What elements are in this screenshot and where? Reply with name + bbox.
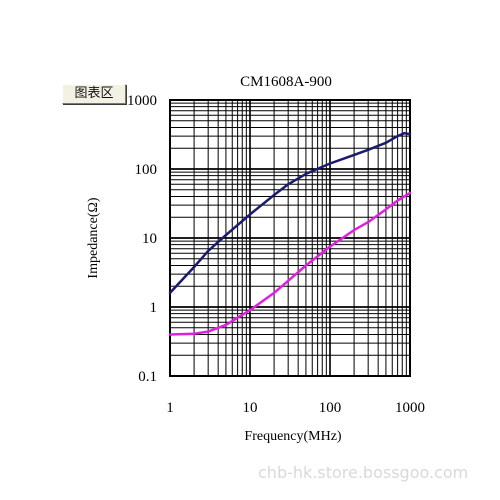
x-tick-label: 1 — [166, 400, 174, 416]
y-tick-label: 1 — [150, 300, 158, 316]
x-axis-label: Frequency(MHz) — [244, 429, 342, 444]
x-tick-label: 10 — [243, 400, 258, 416]
series-line-1 — [168, 131, 412, 295]
chart-area-button[interactable]: 图表区 — [62, 84, 126, 104]
plot-frame — [169, 99, 411, 377]
y-tick-label: 0.1 — [138, 369, 157, 385]
x-tick-label: 1000 — [395, 400, 425, 416]
tick-labels: 1 10 100 1000 0.1 1 10 100 1000 — [127, 93, 425, 416]
y-tick-label: 1000 — [127, 93, 157, 109]
x-tick-label: 100 — [319, 400, 342, 416]
series-line-2 — [168, 191, 412, 336]
y-tick-label: 10 — [142, 231, 157, 247]
grid-lines — [169, 99, 411, 377]
y-tick-label: 100 — [135, 162, 158, 178]
watermark-text: chb-hk.store.bossgoo.com — [258, 463, 469, 482]
chart-title: CM1608A-900 — [240, 74, 332, 90]
series-group — [168, 131, 412, 336]
y-axis-label: Impedance(Ω) — [86, 197, 101, 278]
